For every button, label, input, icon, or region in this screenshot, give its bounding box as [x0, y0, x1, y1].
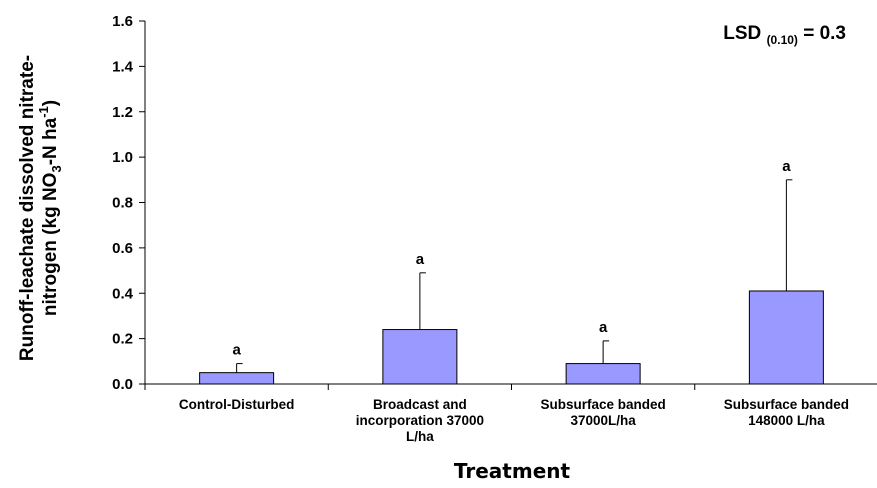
y-tick-label: 1.4	[112, 58, 134, 75]
y-axis-title-line1: Runoff-leachate dissolved nitrate-	[17, 55, 38, 361]
y-tick-label: 0.0	[112, 376, 133, 393]
y-tick-label: 0.4	[112, 285, 134, 302]
x-tick-label-line: 148000 L/ha	[748, 413, 825, 428]
y-tick-label: 1.6	[112, 13, 133, 30]
significance-letter: a	[416, 251, 425, 268]
significance-letter: a	[232, 342, 241, 359]
svg-text:nitrogen (kg NO3-N ha-1): nitrogen (kg NO3-N ha-1)	[36, 100, 64, 316]
significance-letter: a	[599, 319, 608, 336]
x-tick-label-line: incorporation 37000	[356, 413, 484, 428]
x-tick-label-line: Subsurface banded	[724, 397, 849, 412]
x-tick-label: Subsurface banded 37000L/ha	[540, 397, 665, 428]
x-tick-label: Subsurface banded 148000 L/ha	[724, 397, 849, 428]
x-axis	[144, 383, 877, 390]
svg-text:Runoff-leachate dissolved nitr: Runoff-leachate dissolved nitrate-	[17, 55, 38, 361]
x-tick-label: Broadcast and incorporation 37000 L/ha	[356, 397, 484, 444]
x-tick-label-line: Control-Disturbed	[179, 397, 295, 412]
x-axis-title: Treatment	[454, 459, 571, 483]
bar	[199, 372, 275, 385]
bars: a a a a	[199, 158, 824, 385]
bar	[748, 290, 824, 385]
x-tick-label-line: L/ha	[406, 429, 434, 444]
y-axis-title-superscript: -1	[36, 106, 51, 118]
lsd-subscript: (0.10)	[767, 33, 798, 47]
x-tick-label: Control-Disturbed	[179, 397, 295, 412]
x-tick-label-line: Broadcast and	[373, 397, 467, 412]
y-tick-label: 0.8	[112, 195, 133, 212]
y-tick-label: 1.2	[112, 104, 133, 121]
y-tick-label: 1.0	[112, 149, 133, 166]
category-labels: Control-Disturbed Broadcast and incorporat…	[179, 397, 849, 444]
y-tick-label: 0.6	[112, 240, 133, 257]
y-axis: 0.0 0.2 0.4 0.6 0.8 1.0 1.2 1.4 1.6	[112, 13, 146, 393]
x-tick-label-line: 37000L/ha	[570, 413, 636, 428]
bar	[382, 329, 458, 385]
x-tick-label-line: Subsurface banded	[540, 397, 665, 412]
lsd-label: LSD	[723, 23, 761, 44]
y-axis-title-close: )	[40, 100, 61, 106]
lsd-value: = 0.3	[803, 23, 846, 44]
y-axis-title-unit: -N ha	[40, 117, 61, 165]
y-axis-title: Runoff-leachate dissolved nitrate- nitro…	[17, 55, 64, 361]
significance-letter: a	[782, 158, 791, 175]
y-tick-label: 0.2	[112, 331, 133, 348]
y-axis-title-line2: nitrogen (kg NO	[40, 173, 61, 317]
lsd-annotation: LSD (0.10) = 0.3	[723, 23, 846, 49]
y-axis-title-subscript: 3	[49, 165, 64, 172]
bar	[565, 363, 641, 385]
